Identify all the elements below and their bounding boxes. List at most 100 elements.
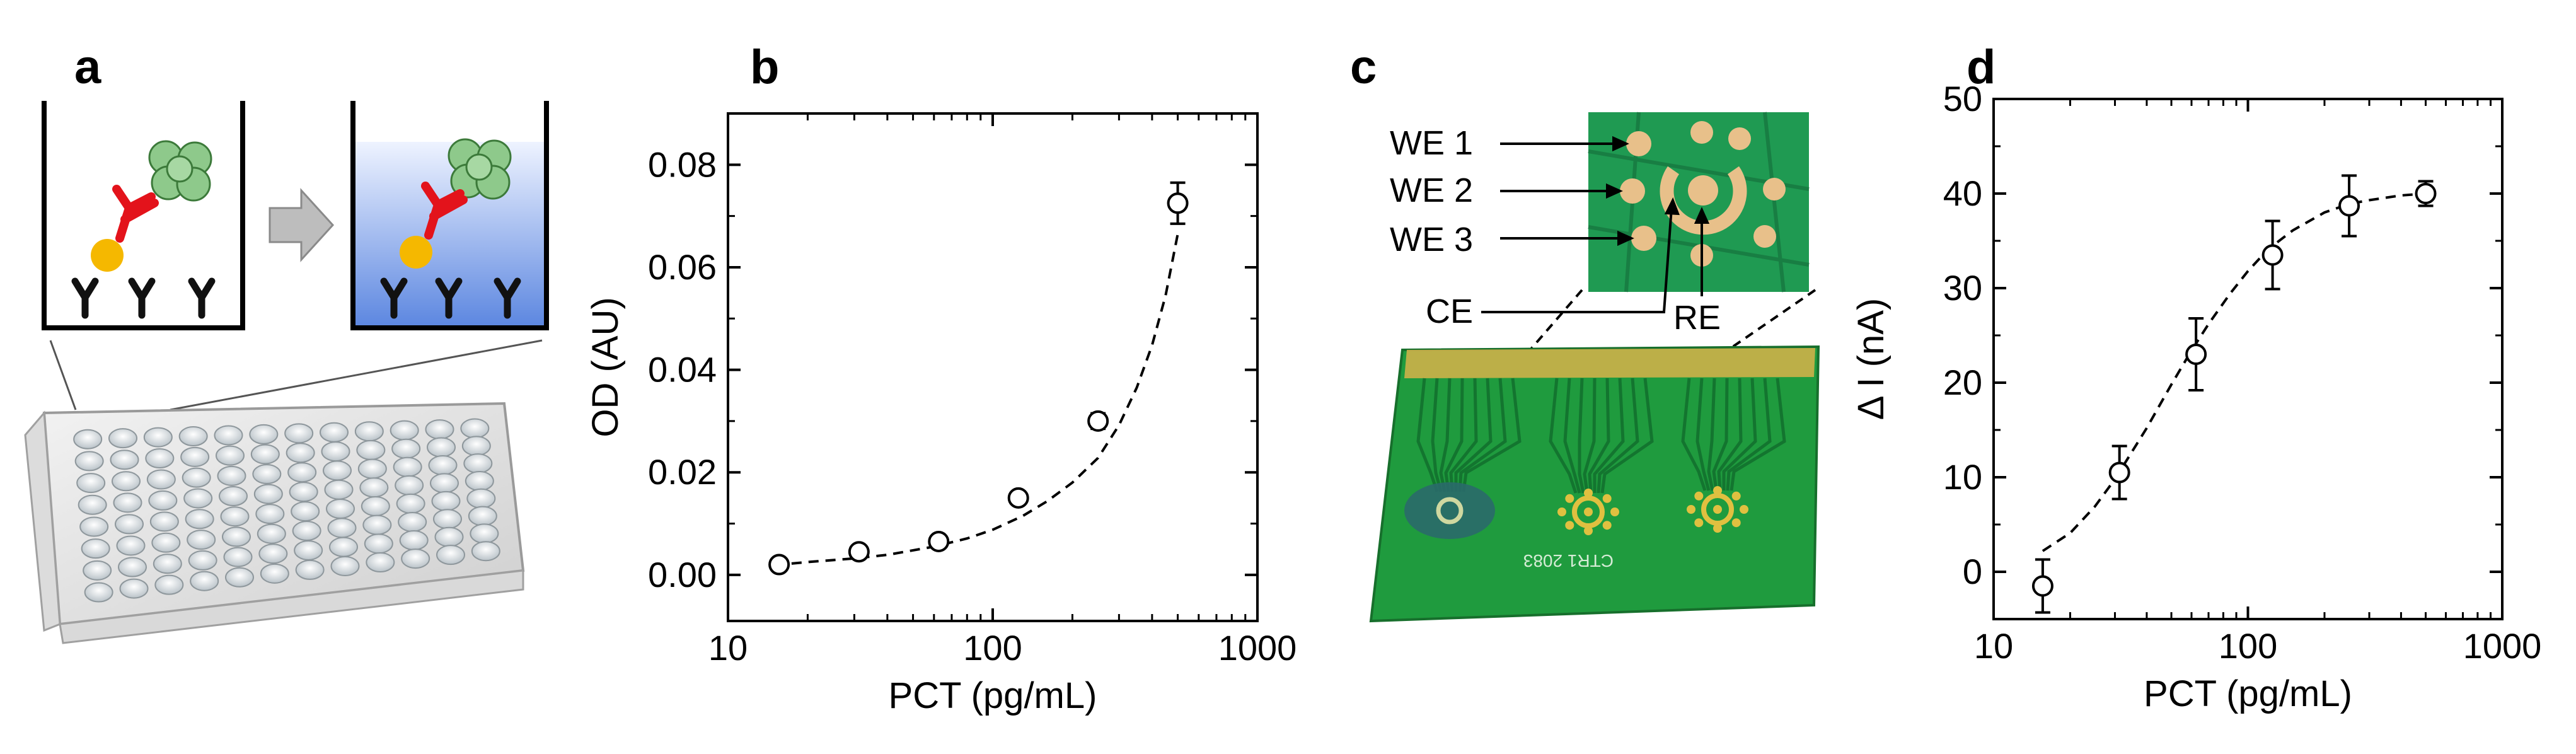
- plate-well: [428, 455, 458, 475]
- plate-well: [287, 462, 317, 483]
- plate-well: [433, 509, 462, 530]
- fit-curve: [2042, 192, 2426, 552]
- plate-well: [436, 545, 465, 566]
- electrode-spot-1: [1404, 482, 1495, 539]
- electrode-pad-dot: [1557, 508, 1566, 516]
- y-tick-label: 40: [1943, 173, 1982, 213]
- plate-well: [149, 511, 179, 532]
- antibody-icon: [192, 281, 212, 315]
- data-point: [2338, 195, 2360, 217]
- antigen-protein-icon: [148, 140, 212, 202]
- electrode-pad-dot: [1602, 494, 1612, 503]
- plate-well: [113, 492, 142, 513]
- plate-well: [364, 533, 393, 554]
- plate-well: [217, 465, 246, 486]
- microplate-icon: [24, 402, 525, 644]
- plate-well: [427, 437, 456, 458]
- plate-well: [286, 443, 315, 463]
- plate-well: [78, 494, 107, 515]
- plate-well: [74, 451, 104, 472]
- capture-bead-icon: [91, 239, 124, 272]
- electrode-pointer-arrows: [1481, 136, 1710, 313]
- electrode-inset-photo: [1588, 112, 1810, 293]
- x-tick-label: 1000: [2463, 626, 2542, 666]
- plate-well: [252, 464, 282, 485]
- detection-antibody-icon: [112, 185, 159, 243]
- y-tick-label: 0.04: [648, 350, 717, 390]
- data-point: [2108, 461, 2130, 484]
- plate-well: [190, 571, 219, 591]
- data-point: [2031, 575, 2053, 597]
- x-axis-title: PCT (pg/mL): [889, 675, 1097, 716]
- plate-well: [182, 467, 211, 488]
- label-ce: CE: [1426, 293, 1473, 330]
- label-re: RE: [1673, 299, 1721, 337]
- y-axis-title: OD (AU): [585, 297, 626, 437]
- plate-well: [180, 446, 210, 467]
- plate-well: [361, 496, 390, 516]
- electrode-pad-dot: [1565, 521, 1574, 530]
- plate-well: [321, 441, 350, 462]
- plate-well: [330, 555, 360, 576]
- electrode-pad-dot: [1713, 486, 1722, 495]
- plate-well: [359, 477, 389, 498]
- plate-well: [320, 422, 349, 443]
- data-point: [2415, 183, 2437, 204]
- plate-well: [354, 421, 384, 442]
- plate-well: [79, 516, 109, 537]
- we1-pad: [1626, 131, 1651, 156]
- label-we3: WE 3: [1390, 221, 1473, 258]
- plate-well: [108, 428, 137, 449]
- well-before: [42, 101, 245, 330]
- data-point: [1167, 192, 1189, 214]
- data-point: [848, 541, 870, 563]
- x-tick-label: 1000: [1218, 628, 1297, 668]
- plate-well: [425, 419, 454, 440]
- data-point: [1087, 410, 1109, 432]
- y-tick-label: 0.02: [648, 452, 717, 492]
- x-axis-title: PCT (pg/mL): [2144, 673, 2352, 714]
- detection-antibody-icon: [421, 182, 468, 240]
- panel-letter-c: c: [1350, 40, 1377, 94]
- counter-electrode-ring: [1660, 166, 1747, 235]
- plate-well: [470, 523, 499, 544]
- plate-well: [327, 518, 357, 538]
- plate-well: [73, 429, 103, 450]
- plate-well: [434, 526, 464, 547]
- plate-well: [461, 436, 491, 456]
- y-axis-title: Δ I (nA): [1851, 298, 1892, 420]
- plate-well: [362, 514, 392, 535]
- panel-c: c WE 1 WE 2 WE 3 CE RE: [1350, 40, 1820, 623]
- plate-well: [81, 538, 110, 559]
- plate-well: [431, 490, 461, 511]
- we2-pad: [1620, 178, 1645, 204]
- plate-well: [393, 456, 422, 477]
- plate-well: [183, 488, 213, 509]
- plate-well: [463, 453, 493, 474]
- plate-well: [465, 470, 494, 491]
- plate-well: [220, 506, 250, 527]
- panel-a: a: [24, 40, 549, 644]
- plate-well: [84, 582, 113, 603]
- plate-well: [250, 444, 280, 465]
- plate-well: [219, 486, 248, 507]
- plate-well: [294, 540, 323, 560]
- y-tick-label: 10: [1943, 457, 1982, 497]
- reference-electrode-pad: [1688, 175, 1718, 206]
- plate-well: [258, 543, 288, 564]
- electrode-pad-dot: [1740, 505, 1748, 514]
- plate-well: [466, 488, 496, 509]
- plate-well: [390, 420, 419, 441]
- plate-well: [185, 509, 214, 530]
- plate-well: [83, 560, 112, 581]
- plate-well: [329, 536, 358, 557]
- plate-well: [295, 559, 325, 580]
- electrode-pad-dot: [1694, 518, 1704, 528]
- panel-letter-a: a: [74, 40, 101, 94]
- plot-frame: [1992, 98, 2504, 620]
- panel-b: b 10 100 1000 0.00 0.02 0.04 0.06 0.08 PCT (pg/m…: [585, 40, 1297, 716]
- plate-well: [146, 469, 176, 490]
- y-tick-label: 30: [1943, 268, 1982, 308]
- plate-well: [468, 506, 497, 526]
